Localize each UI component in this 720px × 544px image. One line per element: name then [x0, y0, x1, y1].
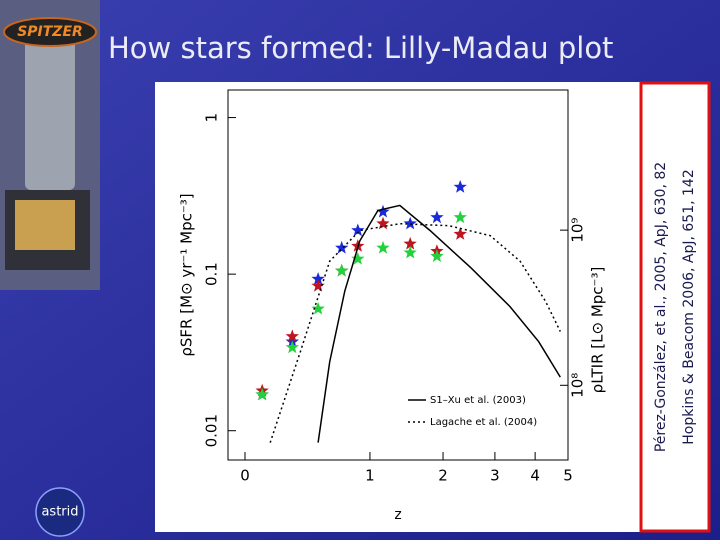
data-point: [311, 279, 325, 292]
logo-text: astrid: [41, 505, 78, 520]
plot-frame: [227, 89, 569, 461]
data-point: [311, 301, 325, 315]
y2-tick-label: 10⁹: [569, 218, 587, 243]
x-axis-label: z: [394, 507, 401, 523]
data-point: [351, 252, 365, 265]
data-point: [376, 240, 390, 254]
data-point: [255, 387, 269, 401]
data-point: [376, 204, 390, 218]
data-point: [285, 340, 299, 354]
data-point: [335, 263, 349, 277]
data-point: [351, 223, 365, 237]
x-tick-label: 3: [490, 467, 500, 485]
y-axis-label: ρSFR [M⊙ yr⁻¹ Mpc⁻³]: [178, 193, 196, 356]
data-point: [335, 240, 349, 254]
logo-text: SPITZER: [17, 24, 83, 40]
citation-box: [639, 81, 711, 533]
data-point: [285, 329, 299, 343]
citation: Hopkins & Beacom 2006, ApJ, 651, 142: [681, 169, 697, 444]
x-tick-label: 2: [438, 467, 448, 485]
legend-label: Lagache et al. (2004): [430, 417, 537, 428]
slide-title: How stars formed: Lilly-Madau plot: [108, 31, 613, 65]
y-tick-label: 0.1: [203, 262, 221, 286]
astrid-logo: [35, 487, 85, 537]
y-tick-label: 1: [203, 113, 221, 123]
legend-label: S1–Xu et al. (2003): [430, 395, 526, 406]
telescope-picture: [0, 0, 100, 290]
data-point: [403, 216, 417, 230]
citation: Pérez-González, et al., 2005, ApJ, 630, …: [653, 162, 669, 452]
x-tick-label: 0: [240, 467, 250, 485]
data-point: [453, 180, 467, 193]
plot-panel: [155, 82, 640, 532]
y2-axis-label: ρLTIR [L⊙ Mpc⁻³]: [589, 267, 607, 394]
data-point: [430, 249, 444, 262]
x-tick-label: 4: [530, 467, 540, 485]
data-point: [311, 272, 325, 285]
y-tick-label: 0.01: [203, 414, 221, 447]
x-tick-label: 5: [563, 467, 573, 485]
data-point: [403, 245, 417, 259]
data-point: [376, 216, 390, 230]
data-point: [403, 236, 417, 250]
y2-tick-label: 10⁸: [569, 373, 587, 398]
x-tick-label: 1: [365, 467, 375, 485]
data-line: [317, 204, 561, 443]
spitzer-logo: [3, 17, 97, 47]
data-point: [453, 210, 467, 224]
data-point: [453, 227, 467, 240]
data-point: [430, 210, 444, 224]
